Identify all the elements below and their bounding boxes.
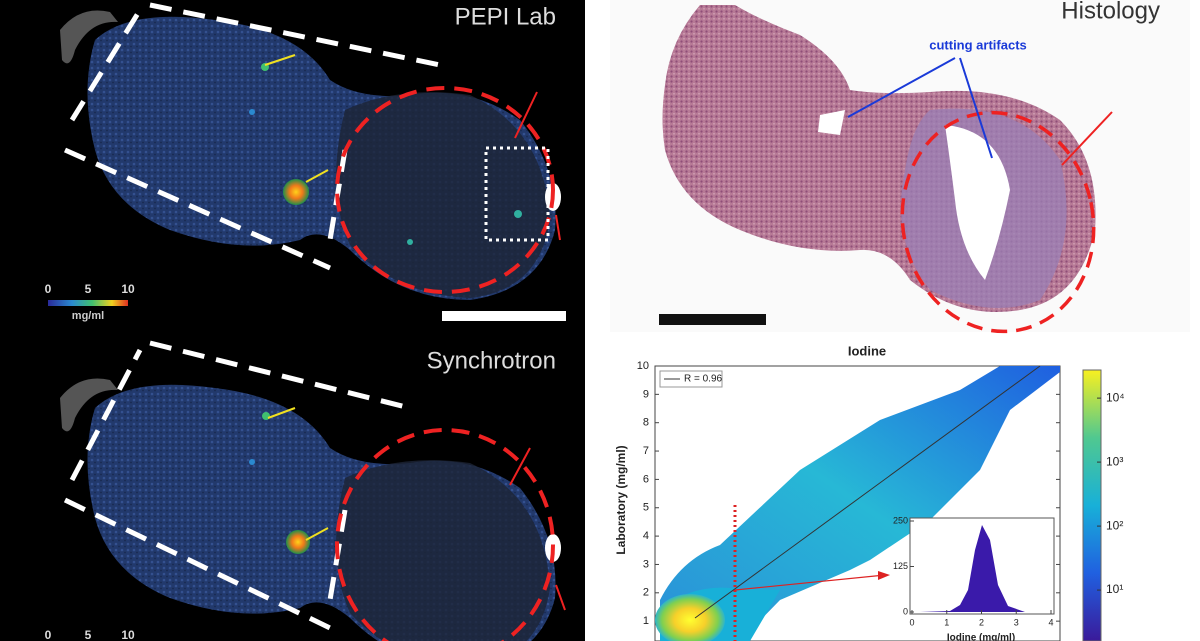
y-tick-label: 4 bbox=[643, 530, 649, 542]
outline-synchrotron bbox=[335, 428, 555, 641]
colorbar bbox=[1082, 369, 1102, 641]
colorbar-tick-label: 5 bbox=[85, 282, 92, 296]
density-map bbox=[734, 574, 886, 591]
specimen-pepi bbox=[283, 179, 309, 205]
outline-synchrotron bbox=[63, 340, 566, 641]
histology-annotations bbox=[900, 110, 1096, 334]
colorbar-tick-label: 10² bbox=[1106, 518, 1123, 532]
plot-title: Iodine bbox=[848, 343, 886, 358]
specimen-pepi bbox=[60, 10, 118, 64]
panel-label: Synchrotron bbox=[427, 347, 556, 374]
colorbar-tick-label: 10 bbox=[121, 282, 135, 296]
outline-pepi bbox=[514, 91, 561, 241]
y-tick-label: 10 bbox=[637, 360, 649, 372]
specimen-pepi bbox=[336, 92, 550, 298]
colorbar-tick-label: 10⁴ bbox=[1106, 390, 1125, 404]
outline-pepi bbox=[484, 146, 550, 242]
colorbar-tick-label: 5 bbox=[85, 628, 92, 641]
panel-label: PEPI Lab bbox=[455, 3, 556, 30]
colorbar-ticks: 0 5 10 bbox=[45, 628, 135, 641]
inset-y-tick-label: 125 bbox=[893, 561, 908, 571]
inset-x-tick-label: 1 bbox=[944, 617, 949, 627]
y-tick-label: 9 bbox=[643, 388, 649, 400]
y-axis-label: Laboratory (mg/ml) bbox=[614, 445, 628, 554]
y-tick-label: 8 bbox=[643, 417, 649, 429]
histology-section bbox=[659, 5, 1096, 325]
y-tick-label: 2 bbox=[643, 587, 649, 599]
inset-axes: 0 1 2 3 4 0 125 250 bbox=[893, 515, 1054, 627]
specimen-pepi bbox=[60, 10, 561, 301]
specimen-synchrotron bbox=[262, 412, 270, 420]
inset-x-tick-label: 2 bbox=[979, 617, 984, 627]
specimen-pepi bbox=[407, 239, 413, 245]
colorbar-ticks: 0 5 10 bbox=[45, 282, 135, 296]
specimen-synchrotron bbox=[286, 530, 310, 554]
colorbar-tick-label: 10³ bbox=[1106, 454, 1123, 468]
density-map bbox=[655, 594, 725, 641]
density-map bbox=[655, 365, 1060, 641]
histology-annotations bbox=[847, 57, 993, 159]
outline-synchrotron bbox=[509, 447, 566, 611]
histology-section bbox=[659, 314, 766, 325]
histology-annotations bbox=[1061, 111, 1113, 166]
outline-pepi bbox=[264, 54, 329, 183]
y-tick-label: 3 bbox=[643, 558, 649, 570]
inset-x-tick-label: 0 bbox=[909, 617, 914, 627]
colorbar-ticks: 10¹ 10² 10³ 10⁴ bbox=[1097, 390, 1125, 596]
specimen-synchrotron bbox=[60, 378, 118, 432]
inset-x-label: Iodine (mg/ml) bbox=[947, 633, 1015, 641]
density-map bbox=[660, 366, 1060, 641]
histology-section bbox=[945, 125, 1010, 280]
colorbar bbox=[48, 300, 128, 306]
inset-y-tick-label: 250 bbox=[893, 515, 908, 525]
outline-synchrotron bbox=[267, 407, 329, 541]
colorbar-unit: mg/ml bbox=[72, 310, 104, 322]
specimen-pepi bbox=[249, 109, 255, 115]
specimen-pepi bbox=[514, 210, 522, 218]
outline-pepi bbox=[335, 86, 555, 294]
specimen-synchrotron bbox=[60, 378, 561, 641]
inset-y-tick-label: 0 bbox=[903, 606, 908, 616]
inset-histogram bbox=[920, 525, 1025, 612]
density-map bbox=[694, 365, 1041, 619]
y-tick-label: 6 bbox=[643, 473, 649, 485]
inset-x-tick-label: 4 bbox=[1048, 617, 1053, 627]
legend-label: R = 0.96 bbox=[684, 374, 723, 385]
specimen-synchrotron bbox=[336, 460, 550, 641]
legend bbox=[659, 370, 723, 388]
panel-label: Histology bbox=[1061, 0, 1160, 24]
colorbar-tick-label: 10 bbox=[121, 628, 135, 641]
annotation: cutting artifacts bbox=[929, 37, 1027, 52]
y-tick-label: 7 bbox=[643, 445, 649, 457]
y-tick-label: 5 bbox=[643, 502, 649, 514]
histology-section bbox=[818, 110, 845, 135]
colorbar-tick-label: 10¹ bbox=[1106, 582, 1123, 596]
inset-x-tick-label: 3 bbox=[1014, 617, 1019, 627]
colorbar-tick-label: 0 bbox=[45, 628, 52, 641]
specimen-synchrotron bbox=[249, 459, 255, 465]
density-map bbox=[878, 571, 890, 580]
colorbar-tick-label: 0 bbox=[45, 282, 52, 296]
histology-annotations bbox=[847, 57, 1113, 334]
outline-pepi bbox=[63, 2, 566, 321]
outline-pepi bbox=[442, 311, 566, 321]
y-tick-label: 1 bbox=[643, 615, 649, 627]
